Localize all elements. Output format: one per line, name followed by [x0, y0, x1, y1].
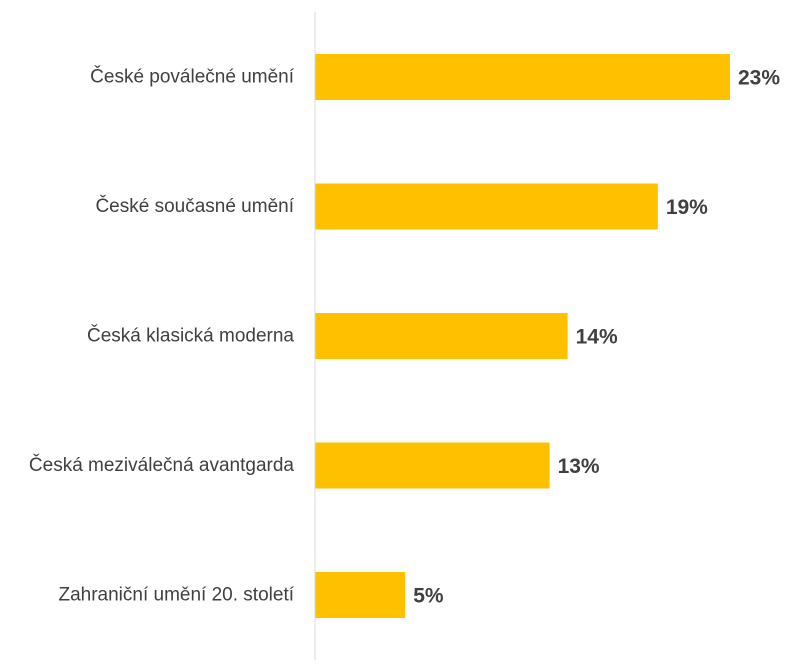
category-label: České poválečné umění	[90, 66, 295, 88]
category-label: Zahraniční umění 20. století	[58, 585, 294, 606]
category-label: Česká klasická moderna	[87, 325, 294, 347]
bar	[315, 442, 550, 489]
category-labels-group: České poválečné umění České současné uměn…	[29, 66, 295, 606]
data-label: 13%	[558, 455, 600, 478]
data-label: 14%	[576, 326, 618, 349]
bar	[315, 54, 730, 100]
bar	[315, 572, 406, 618]
category-label: Česká meziválečná avantgarda	[29, 454, 295, 476]
data-label: 19%	[666, 196, 708, 219]
category-label: České současné umění	[95, 195, 294, 217]
bar	[315, 313, 568, 359]
data-label: 23%	[738, 67, 780, 90]
bar	[315, 183, 658, 230]
value-labels-group: 23% 19% 14% 13% 5%	[413, 67, 780, 608]
bars-group	[315, 54, 730, 618]
data-label: 5%	[413, 585, 444, 608]
